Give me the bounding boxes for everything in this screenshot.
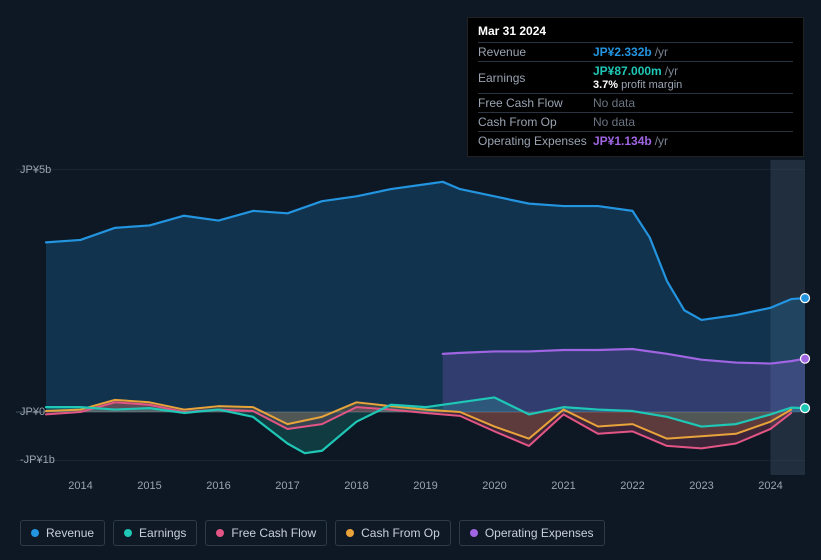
tooltip-value: JP¥2.332b <box>593 45 652 59</box>
x-axis-label: 2015 <box>137 480 161 492</box>
tooltip-row: RevenueJP¥2.332b/yr <box>478 42 793 61</box>
legend-dot-icon <box>346 529 354 537</box>
x-axis-label: 2023 <box>689 480 713 492</box>
tooltip-subline: 3.7% profit margin <box>593 78 682 91</box>
tooltip-value: JP¥1.134b <box>593 134 652 148</box>
x-axis-label: 2016 <box>206 480 230 492</box>
x-axis-label: 2014 <box>68 480 92 492</box>
tooltip-title: Mar 31 2024 <box>478 24 793 42</box>
tooltip-row-label: Cash From Op <box>478 115 593 129</box>
tooltip-unit: /yr <box>655 134 668 148</box>
tooltip-nodata: No data <box>593 96 635 110</box>
legend-dot-icon <box>470 529 478 537</box>
legend-dot-icon <box>216 529 224 537</box>
tooltip-row: Operating ExpensesJP¥1.134b/yr <box>478 131 793 150</box>
tooltip-row-label: Operating Expenses <box>478 134 593 148</box>
y-axis-label: JP¥0 <box>20 406 50 418</box>
tooltip-row: Free Cash FlowNo data <box>478 93 793 112</box>
x-axis-label: 2018 <box>344 480 368 492</box>
tooltip-row: EarningsJP¥87.000m/yr3.7% profit margin <box>478 61 793 93</box>
data-tooltip: Mar 31 2024 RevenueJP¥2.332b/yrEarningsJ… <box>467 17 804 157</box>
tooltip-row-label: Revenue <box>478 45 593 59</box>
legend-label: Free Cash Flow <box>231 526 316 540</box>
legend-label: Earnings <box>139 526 186 540</box>
x-axis-label: 2017 <box>275 480 299 492</box>
tooltip-row: Cash From OpNo data <box>478 112 793 131</box>
legend-label: Operating Expenses <box>485 526 594 540</box>
legend-dot-icon <box>124 529 132 537</box>
legend-item[interactable]: Earnings <box>113 520 197 546</box>
tooltip-value: JP¥87.000m <box>593 64 662 78</box>
legend-item[interactable]: Free Cash Flow <box>205 520 327 546</box>
tooltip-unit: /yr <box>655 45 668 59</box>
legend-item[interactable]: Revenue <box>20 520 105 546</box>
chart-legend: Revenue Earnings Free Cash Flow Cash From O… <box>20 520 605 546</box>
y-axis-label: -JP¥1b <box>20 454 50 466</box>
legend-item[interactable]: Cash From Op <box>335 520 451 546</box>
tooltip-row-label: Earnings <box>478 71 593 85</box>
x-axis-label: 2019 <box>413 480 437 492</box>
tooltip-nodata: No data <box>593 115 635 129</box>
legend-dot-icon <box>31 529 39 537</box>
legend-label: Revenue <box>46 526 94 540</box>
financials-chart[interactable]: JP¥5b JP¥0 -JP¥1b 2014 2015 2016 2017 2018 2019… <box>16 160 805 495</box>
x-axis-label: 2024 <box>758 480 782 492</box>
y-axis-label: JP¥5b <box>20 164 50 176</box>
legend-item[interactable]: Operating Expenses <box>459 520 605 546</box>
x-axis-label: 2021 <box>551 480 575 492</box>
tooltip-unit: /yr <box>665 64 678 78</box>
x-axis-label: 2022 <box>620 480 644 492</box>
x-axis-label: 2020 <box>482 480 506 492</box>
legend-label: Cash From Op <box>361 526 440 540</box>
tooltip-row-label: Free Cash Flow <box>478 96 593 110</box>
